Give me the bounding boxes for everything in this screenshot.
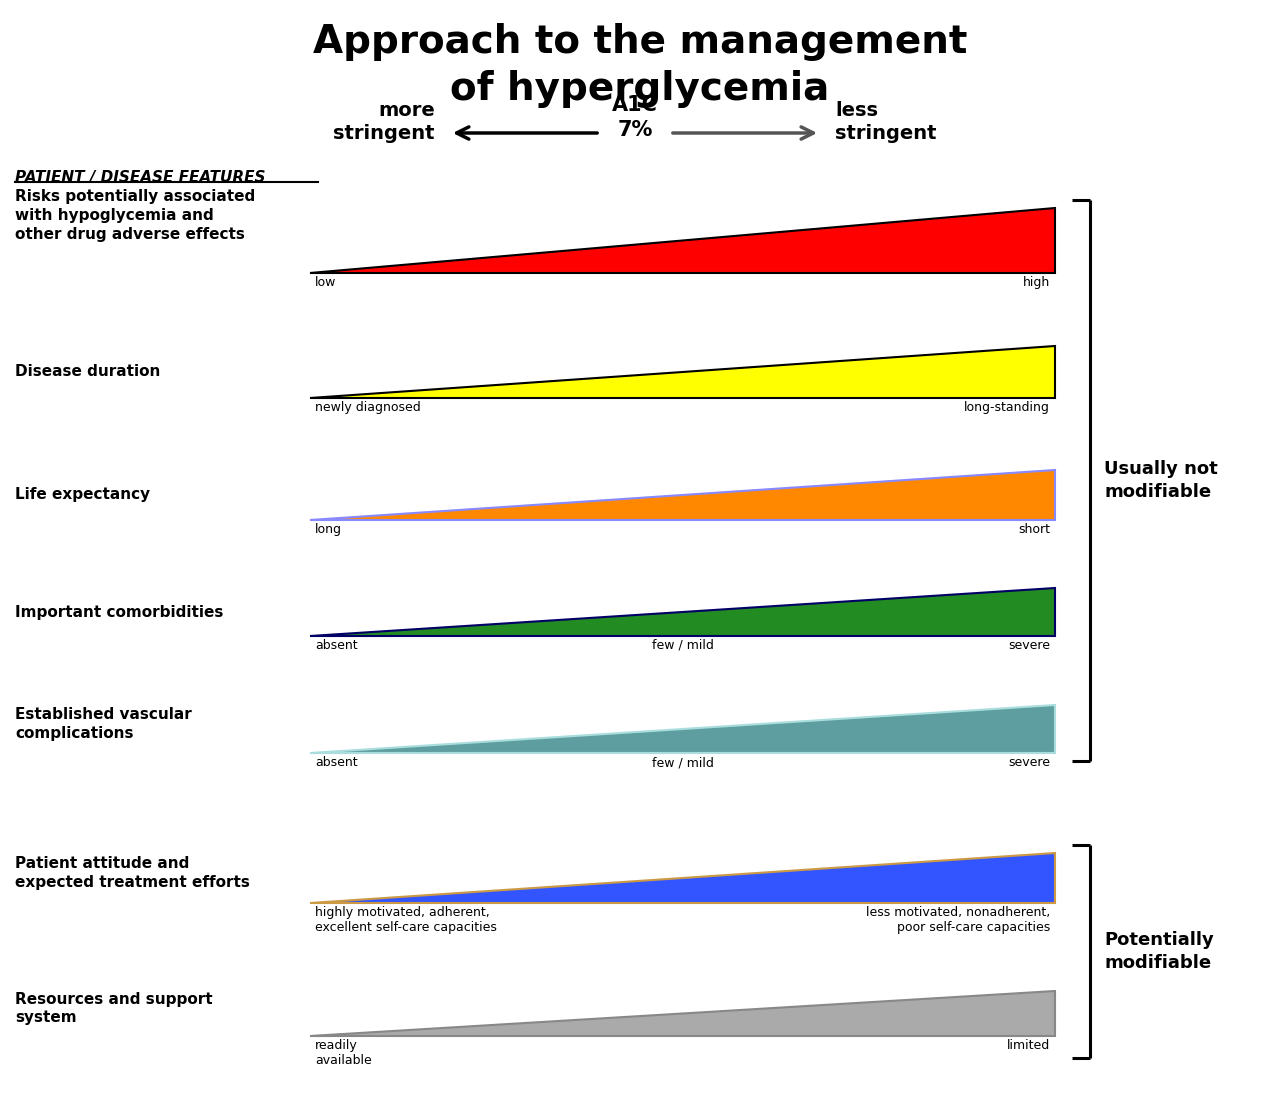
Text: Patient attitude and
expected treatment efforts: Patient attitude and expected treatment … xyxy=(15,856,250,890)
Text: severe: severe xyxy=(1009,756,1050,769)
Text: short: short xyxy=(1018,523,1050,536)
Text: readily
available: readily available xyxy=(315,1039,371,1067)
Polygon shape xyxy=(310,705,1055,753)
Text: limited: limited xyxy=(1007,1039,1050,1051)
Text: Usually not
modifiable: Usually not modifiable xyxy=(1103,460,1217,501)
Text: 7%: 7% xyxy=(617,120,653,140)
Text: Established vascular
complications: Established vascular complications xyxy=(15,707,192,741)
Text: few / mild: few / mild xyxy=(652,639,713,652)
Text: stringent: stringent xyxy=(835,124,937,143)
Text: of hyperglycemia: of hyperglycemia xyxy=(451,70,829,107)
Polygon shape xyxy=(310,346,1055,398)
Text: Resources and support
system: Resources and support system xyxy=(15,992,212,1025)
Text: less: less xyxy=(835,101,878,120)
Text: few / mild: few / mild xyxy=(652,756,713,769)
Text: absent: absent xyxy=(315,756,357,769)
Text: newly diagnosed: newly diagnosed xyxy=(315,401,421,414)
Polygon shape xyxy=(310,853,1055,903)
Text: more: more xyxy=(379,101,435,120)
Text: absent: absent xyxy=(315,639,357,652)
Text: Important comorbidities: Important comorbidities xyxy=(15,605,224,619)
Text: Approach to the management: Approach to the management xyxy=(312,23,968,61)
Text: high: high xyxy=(1023,276,1050,289)
Text: Risks potentially associated
with hypoglycemia and
other drug adverse effects: Risks potentially associated with hypogl… xyxy=(15,189,255,242)
Text: severe: severe xyxy=(1009,639,1050,652)
Text: low: low xyxy=(315,276,337,289)
Polygon shape xyxy=(310,991,1055,1036)
Polygon shape xyxy=(310,470,1055,520)
Text: highly motivated, adherent,
excellent self-care capacities: highly motivated, adherent, excellent se… xyxy=(315,906,497,934)
Polygon shape xyxy=(310,208,1055,273)
Text: long: long xyxy=(315,523,342,536)
Text: less motivated, nonadherent,
poor self-care capacities: less motivated, nonadherent, poor self-c… xyxy=(865,906,1050,934)
Text: stringent: stringent xyxy=(334,124,435,143)
Text: long-standing: long-standing xyxy=(964,401,1050,414)
Text: Life expectancy: Life expectancy xyxy=(15,488,150,503)
Text: A1C: A1C xyxy=(612,95,658,115)
Polygon shape xyxy=(310,588,1055,636)
Text: PATIENT / DISEASE FEATURES: PATIENT / DISEASE FEATURES xyxy=(15,170,265,185)
Text: Potentially
modifiable: Potentially modifiable xyxy=(1103,931,1213,973)
Text: Disease duration: Disease duration xyxy=(15,365,160,380)
